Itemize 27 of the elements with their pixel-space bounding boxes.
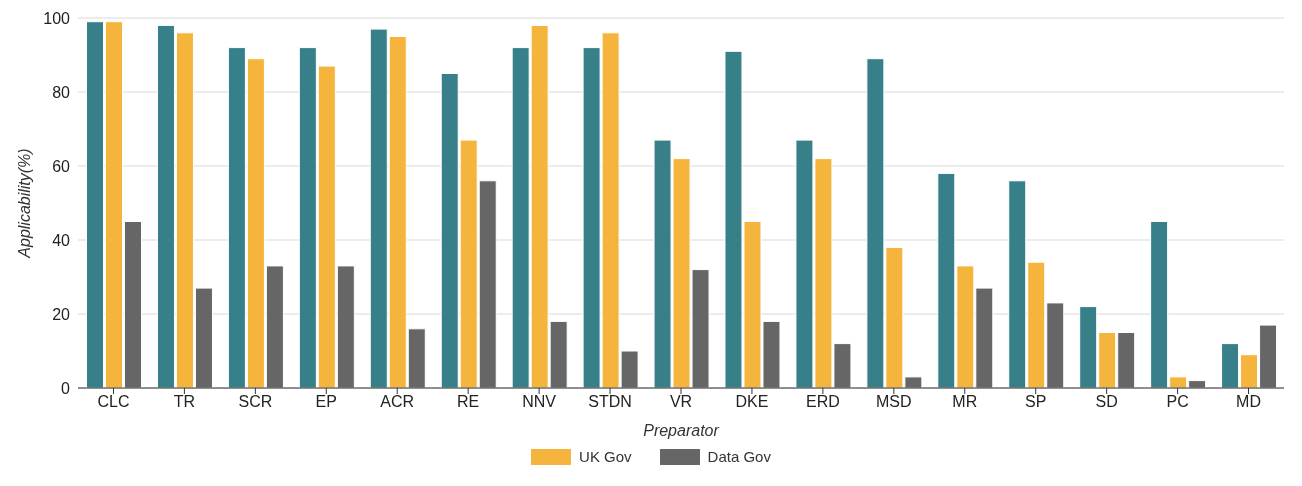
x-tick-label: NNV [522,393,557,411]
x-tick-label: EP [315,393,337,411]
y-axis-title: Applicability(%) [15,148,33,259]
y-tick-label: 40 [52,231,71,249]
x-tick-label: ERD [805,393,840,411]
x-tick-label: CLC [97,393,130,411]
legend-label: Data Gov [707,448,771,465]
x-tick-label: VR [669,393,693,411]
x-tick-label: MSD [876,393,912,411]
x-tick-label: DKE [735,393,769,411]
x-tick-label: STDN [588,393,632,411]
x-tick-label: SP [1025,393,1047,411]
x-axis-title: Preparator [643,422,720,439]
x-tick-label: RE [457,393,480,411]
x-tick-label: SD [1095,393,1118,411]
x-tick-label: PC [1166,393,1189,411]
y-tick-label: 20 [52,305,71,323]
y-tick-label: 0 [61,379,71,397]
x-tick-label: SCR [238,393,273,411]
y-tick-label: 100 [43,9,71,27]
x-tick-label: ACR [380,393,415,411]
x-tick-label: TR [173,393,196,411]
y-tick-label: 80 [52,83,71,101]
legend-label: UK Gov [579,448,632,465]
x-tick-label: MD [1236,393,1261,411]
y-tick-label: 60 [52,157,71,175]
x-tick-label: MR [952,393,978,411]
